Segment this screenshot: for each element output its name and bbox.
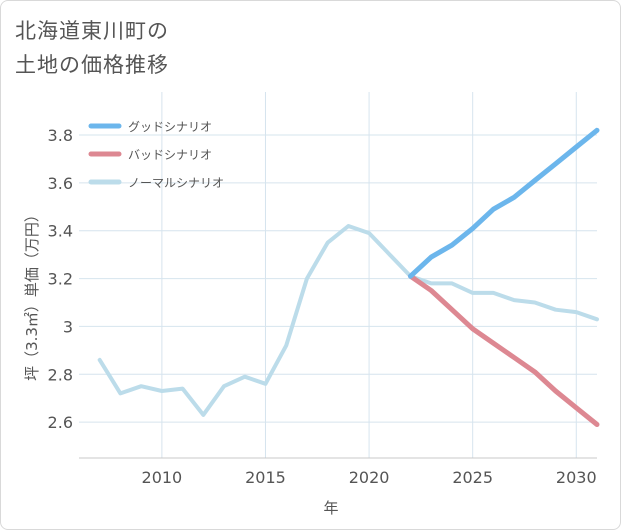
- y-tick-label: 3.8: [48, 126, 73, 145]
- chart-title-line-1: 北海道東川町の: [15, 19, 169, 43]
- x-tick-label: 2020: [349, 468, 390, 487]
- x-tick-label: 2010: [142, 468, 183, 487]
- y-tick-label: 3.2: [48, 270, 73, 289]
- legend-label: グッドシナリオ: [128, 120, 212, 134]
- x-tick-label: 2015: [245, 468, 286, 487]
- x-tick-label: 2025: [452, 468, 493, 487]
- y-tick-label: 3.6: [48, 174, 73, 193]
- x-tick-label: 2030: [556, 468, 597, 487]
- grid-lines: [79, 92, 597, 458]
- series-line-normal: [97, 224, 599, 417]
- series-lines: [97, 127, 600, 427]
- chart-title: 北海道東川町の 土地の価格推移: [15, 14, 169, 82]
- legend-label: バッドシナリオ: [128, 148, 212, 162]
- legend-label: ノーマルシナリオ: [128, 176, 224, 190]
- y-axis-title: 坪（3.3㎡）単価（万円）: [23, 207, 41, 381]
- series-line-bad: [408, 273, 600, 427]
- chart-title-line-2: 土地の価格推移: [15, 53, 169, 77]
- axes: 2010 2015 2020 2025 2030 2.6 2.8 3 3.2 3.4 3.6 3.8: [48, 126, 597, 487]
- y-tick-label: 3.4: [48, 222, 73, 241]
- y-tick-label: 2.8: [48, 365, 73, 384]
- series-line-good: [408, 127, 600, 279]
- y-tick-label: 2.6: [48, 413, 73, 432]
- y-tick-label: 3: [63, 317, 73, 336]
- x-axis-title: 年: [323, 499, 338, 517]
